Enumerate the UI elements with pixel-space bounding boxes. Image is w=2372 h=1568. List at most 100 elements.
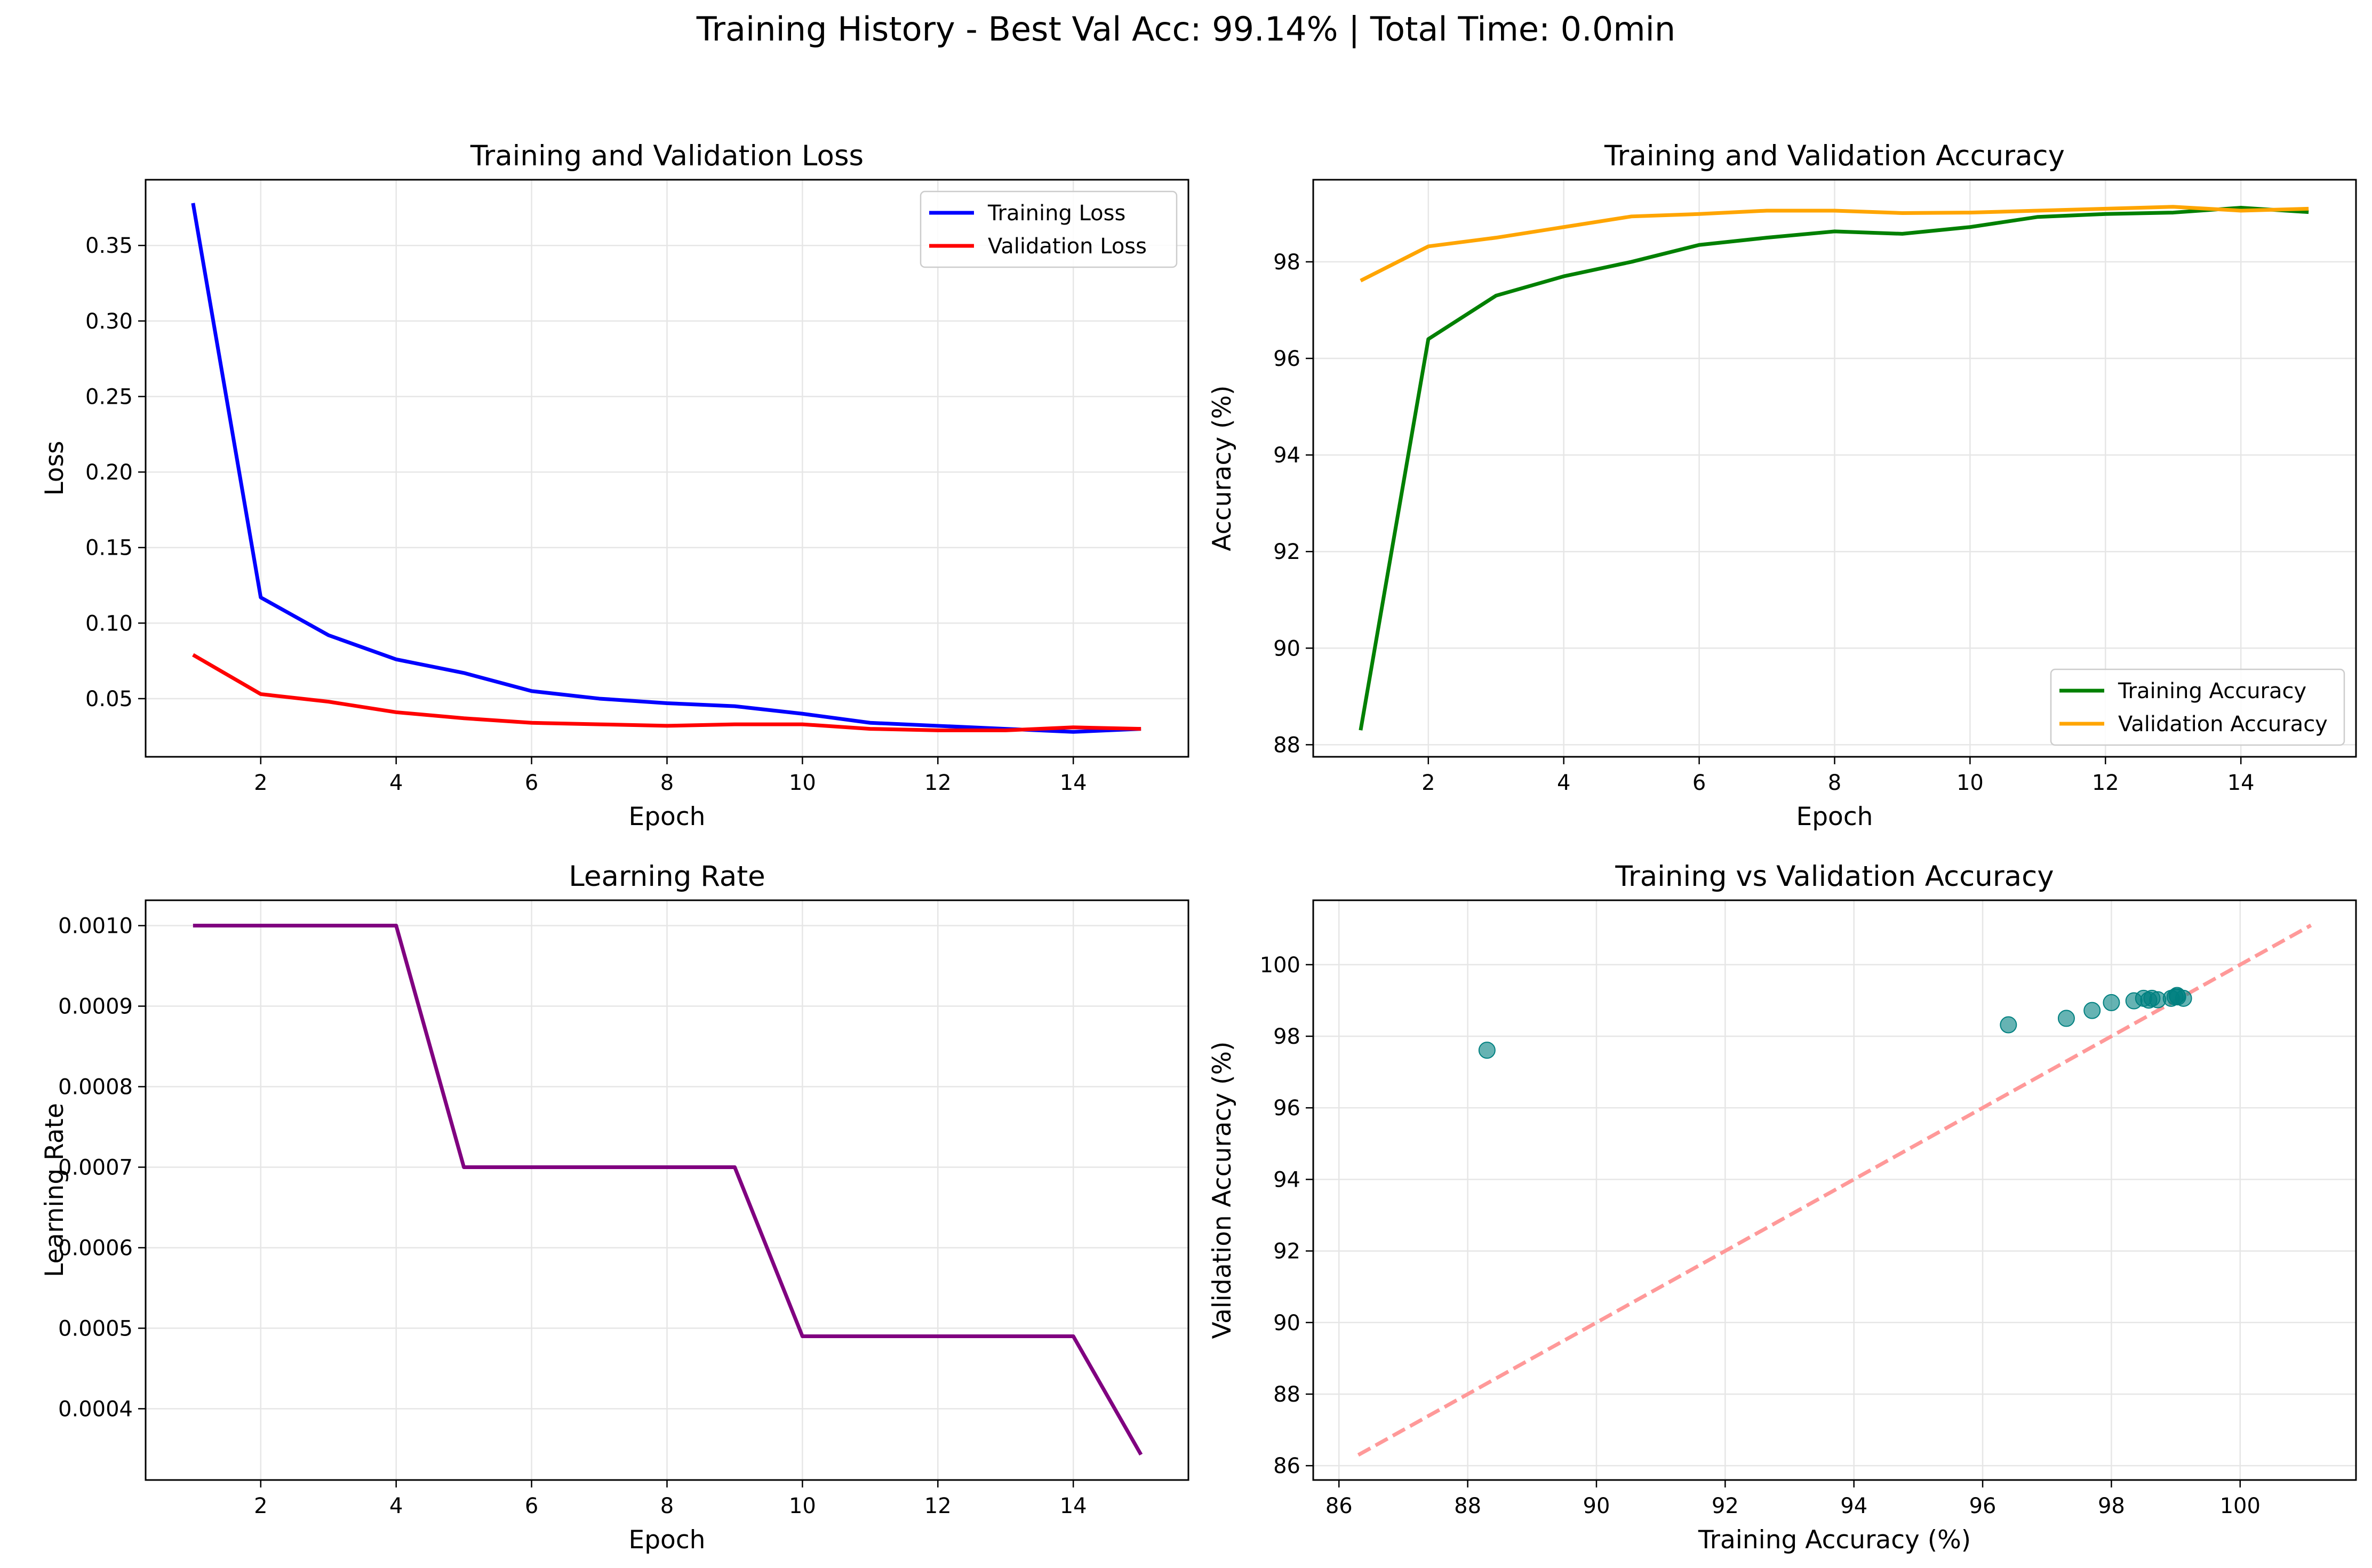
y-tick-label: 0.25 (85, 385, 133, 409)
y-tick-label: 0.35 (85, 234, 133, 258)
x-tick-label: 94 (1840, 1494, 1867, 1518)
y-tick-label: 98 (1273, 1025, 1300, 1049)
x-tick-label: 98 (2098, 1494, 2125, 1518)
x-tick-label: 12 (2092, 771, 2119, 795)
y-tick-label: 0.30 (85, 309, 133, 334)
x-tick-label: 96 (1969, 1494, 1996, 1518)
axes-frame (1312, 899, 2357, 1481)
y-tick-label: 0.0010 (58, 914, 133, 939)
y-tick-label: 0.0005 (58, 1316, 133, 1341)
axes-frame (1312, 179, 2357, 758)
x-tick-label: 10 (789, 771, 816, 795)
scatter-point (2169, 988, 2186, 1006)
x-tick-label: 92 (1712, 1494, 1739, 1518)
x-tick-label: 4 (1557, 771, 1570, 795)
chart-title: Training and Validation Accuracy (1604, 140, 2065, 172)
scatter-point (1478, 1042, 1496, 1059)
y-tick-label: 0.0007 (58, 1155, 133, 1180)
chart-title: Learning Rate (569, 860, 765, 893)
y-tick-label: 0.20 (85, 460, 133, 485)
x-axis-label: Epoch (629, 802, 706, 831)
legend-box (920, 190, 1178, 268)
x-axis-label: Epoch (1796, 802, 1873, 831)
y-axis-label: Validation Accuracy (%) (1208, 1042, 1237, 1339)
scatter-point (2103, 994, 2120, 1011)
x-tick-label: 4 (389, 1494, 403, 1518)
legend-label: Training Loss (987, 201, 1125, 226)
y-tick-label: 0.10 (85, 611, 133, 636)
y-tick-label: 0.0006 (58, 1236, 133, 1260)
series-line-training-accuracy (1359, 206, 2309, 731)
y-tick-label: 86 (1273, 1454, 1300, 1478)
y-tick-label: 0.05 (85, 687, 133, 711)
legend: Training Accuracy Validation Accuracy (2050, 668, 2345, 746)
chart-panel-4: 86 88 90 92 94 96 98 100 86 88 90 92 94 96 98 100 Traini… (1208, 860, 2357, 1555)
series-line-validation-loss (192, 653, 1141, 732)
x-tick-label: 6 (525, 771, 538, 795)
y-axis-label: Accuracy (%) (1208, 386, 1237, 551)
y-tick-label: 92 (1273, 1239, 1300, 1264)
x-tick-label: 4 (389, 771, 403, 795)
x-tick-label: 6 (1692, 771, 1706, 795)
legend-label: Validation Accuracy (2118, 712, 2328, 737)
x-tick-label: 2 (1421, 771, 1435, 795)
legend-label: Validation Loss (988, 234, 1147, 259)
y-tick-label: 0.0004 (58, 1397, 133, 1421)
y-tick-label: 98 (1273, 250, 1300, 275)
chart-title: Training and Validation Loss (470, 140, 864, 172)
x-tick-label: 12 (924, 1494, 952, 1518)
legend-box (2050, 668, 2345, 746)
y-tick-label: 0.0008 (58, 1075, 133, 1100)
x-tick-label: 14 (1060, 771, 1087, 795)
axes-frame (145, 179, 1189, 758)
series-line-learning-rate (193, 924, 1143, 1456)
x-tick-label: 10 (1956, 771, 1984, 795)
x-tick-label: 90 (1583, 1494, 1610, 1518)
y-tick-label: 92 (1273, 540, 1300, 564)
x-axis-label: Epoch (629, 1525, 706, 1555)
x-tick-label: 2 (254, 771, 267, 795)
chart-panel-1: 2 4 6 8 10 12 14 0.05 0.10 0.15 0.20 0.25 0.30 0.35 Tr… (40, 140, 1189, 831)
x-tick-label: 8 (1828, 771, 1841, 795)
series-line-validation-accuracy (1360, 205, 2309, 283)
x-tick-label: 14 (1060, 1494, 1087, 1518)
y-tick-label: 88 (1273, 733, 1300, 757)
x-tick-label: 86 (1325, 1494, 1353, 1518)
y-tick-label: 90 (1273, 636, 1300, 661)
axes-frame (145, 899, 1189, 1481)
x-tick-label: 8 (660, 771, 674, 795)
y-tick-label: 94 (1273, 443, 1300, 468)
y-tick-label: 0.15 (85, 536, 133, 561)
chart-panel-3: 2 4 6 8 10 12 14 0.0004 0.0005 0.0006 0.0007 0.0008… (40, 860, 1189, 1555)
scatter-point (2083, 1002, 2101, 1019)
x-tick-label: 100 (2220, 1494, 2261, 1518)
x-tick-label: 14 (2227, 771, 2255, 795)
legend-label: Training Accuracy (2118, 679, 2306, 703)
y-tick-label: 0.0009 (58, 995, 133, 1019)
y-tick-label: 88 (1273, 1382, 1300, 1407)
legend: Training Loss Validation Loss (920, 190, 1178, 268)
x-axis-label: Training Accuracy (%) (1698, 1525, 1971, 1555)
y-axis-label: Loss (40, 441, 69, 495)
x-tick-label: 12 (924, 771, 952, 795)
x-tick-label: 6 (525, 1494, 538, 1518)
x-tick-label: 2 (254, 1494, 267, 1518)
figure-title: Training History - Best Val Acc: 99.14% … (696, 10, 1676, 49)
y-tick-label: 94 (1273, 1167, 1300, 1192)
y-tick-label: 96 (1273, 347, 1300, 371)
x-tick-label: 10 (789, 1494, 816, 1518)
x-tick-label: 8 (660, 1494, 674, 1518)
scatter-point (2057, 1010, 2075, 1027)
scatter-point (2000, 1016, 2017, 1034)
y-axis-label: Learning Rate (40, 1103, 69, 1277)
y-tick-label: 96 (1273, 1096, 1300, 1121)
chart-panel-2: 2 4 6 8 10 12 14 88 90 92 94 96 98 Training and Valid… (1208, 140, 2357, 831)
y-tick-label: 90 (1273, 1311, 1300, 1335)
y-tick-label: 100 (1260, 953, 1300, 978)
x-tick-label: 88 (1454, 1494, 1481, 1518)
reference-line (1357, 923, 2312, 1457)
series-line-training-loss (191, 203, 1141, 734)
chart-title: Training vs Validation Accuracy (1615, 860, 2054, 893)
